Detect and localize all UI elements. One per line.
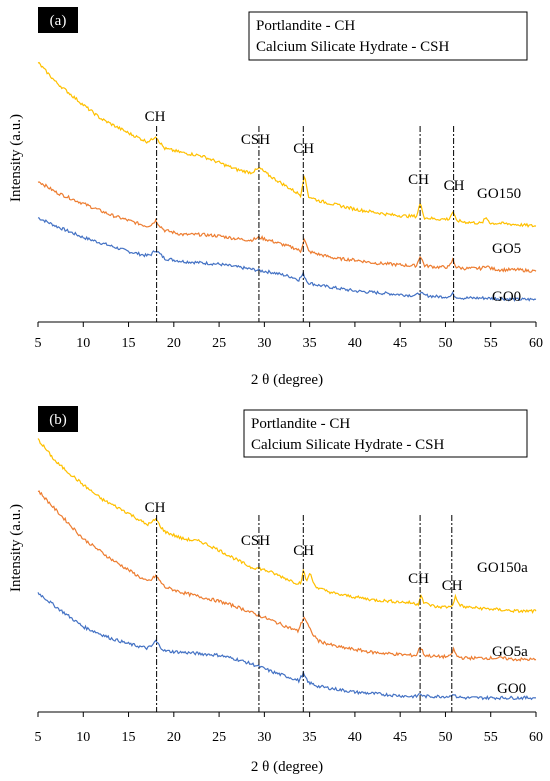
x-tick-label: 5 [35,730,42,745]
x-tick-label: 10 [76,336,90,351]
peak-label: CH [444,178,465,194]
peak-label: CH [145,109,166,125]
x-tick-label: 45 [393,336,407,351]
legend-line-2: Calcium Silicate Hydrate - CSH [256,39,449,55]
panel-b: (b) Portlandite - CH Calcium Silicate Hy… [8,406,543,775]
legend-line-1: Portlandite - CH [256,18,355,34]
x-tick-label: 35 [303,336,317,351]
series-label-go0: GO0 [497,681,526,697]
x-tick-label: 55 [484,730,498,745]
x-tick-label: 40 [348,730,362,745]
x-tick-label: 30 [257,730,271,745]
legend-line-1: Portlandite - CH [251,416,350,432]
peak-markers: CH CSH CH CH CH [145,109,465,322]
x-tick-label: 25 [212,730,226,745]
peak-label: CH [408,571,429,587]
x-tick-label: 15 [122,336,136,351]
panel-label: (a) [50,13,67,29]
x-tick-label: 20 [167,336,181,351]
x-tick-label: 20 [167,730,181,745]
panel-label: (b) [49,412,67,428]
series-line-go5 [37,181,537,273]
series-group [37,61,537,303]
series-label-go150a: GO150a [477,560,528,576]
x-tick-label: 30 [257,336,271,351]
series-label-go5a: GO5a [492,644,528,660]
x-tick-label: 55 [484,336,498,351]
x-tick-label: 50 [438,730,452,745]
x-axis-ticks: 5 10 15 20 25 30 35 40 45 50 55 60 [35,712,543,745]
peak-label: CH [408,172,429,188]
x-tick-label: 60 [529,730,543,745]
x-axis-label: 2 θ (degree) [251,372,323,388]
peak-label: CH [293,543,314,559]
series-line-go150 [37,61,537,228]
series-label-go150: GO150 [477,186,521,202]
x-tick-label: 5 [35,336,42,351]
series-line-go0 [37,217,537,303]
series-line-go0 [37,592,537,701]
x-tick-label: 50 [438,336,452,351]
x-tick-label: 35 [303,730,317,745]
panel-label-box [38,406,78,432]
legend-box [243,409,528,458]
peak-markers: CH CSH CH CH CH [145,500,463,712]
x-axis-label: 2 θ (degree) [251,759,323,775]
series-label-go5: GO5 [492,241,521,257]
x-tick-label: 40 [348,336,362,351]
series-label-go0: GO0 [492,289,521,305]
x-tick-label: 60 [529,336,543,351]
peak-label: CSH [241,533,270,549]
x-tick-label: 10 [76,730,90,745]
legend-line-2: Calcium Silicate Hydrate - CSH [251,437,444,453]
peak-label: CH [145,500,166,516]
y-axis-label: Intensity (a.u.) [8,114,24,202]
series-line-go150 [37,438,537,614]
x-tick-label: 45 [393,730,407,745]
legend-box [248,11,528,61]
series-group [37,438,537,701]
peak-label: CH [442,578,463,594]
peak-label: CSH [241,132,270,148]
panel-a: (a) Portlandite - CH Calcium Silicate Hy… [8,7,543,388]
x-axis-ticks: 5 10 15 20 25 30 35 40 45 50 55 60 [35,322,543,351]
y-axis-label: Intensity (a.u.) [8,504,24,592]
series-line-go5 [37,490,537,662]
x-tick-label: 15 [122,730,136,745]
panel-label-box [38,7,78,33]
x-tick-label: 25 [212,336,226,351]
peak-label: CH [293,141,314,157]
